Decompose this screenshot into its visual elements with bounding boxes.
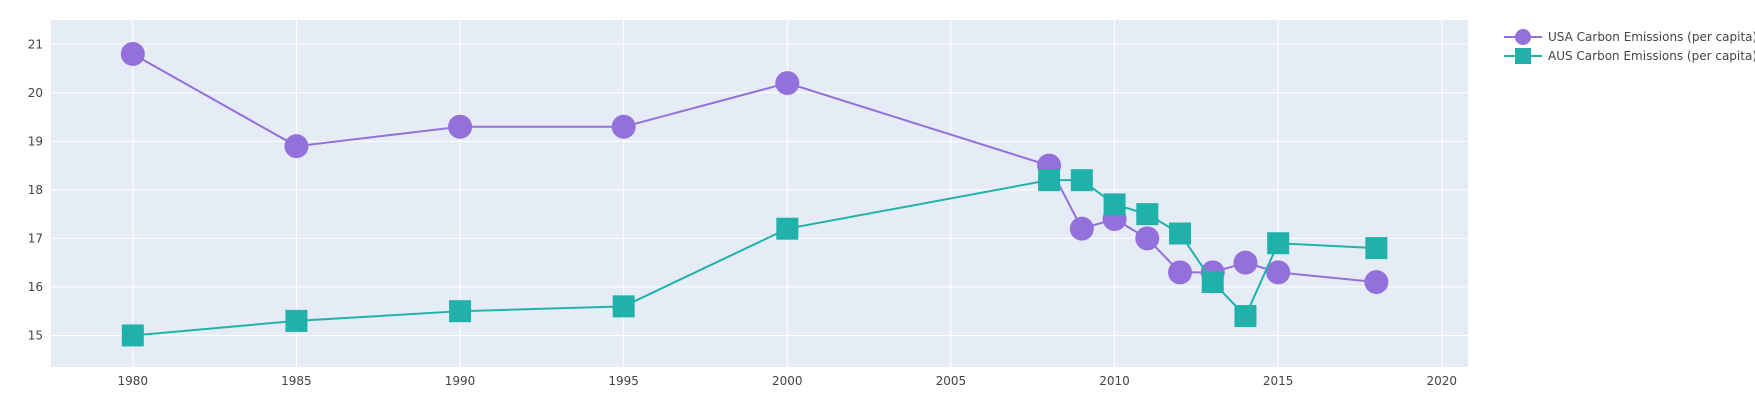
- data-point-circle[interactable]: [1168, 260, 1193, 285]
- data-point-square[interactable]: [1103, 193, 1126, 216]
- legend-label: USA Carbon Emissions (per capita): [1548, 30, 1755, 44]
- data-point-circle[interactable]: [1233, 250, 1258, 275]
- data-point-circle[interactable]: [1069, 216, 1094, 241]
- data-point-square[interactable]: [1267, 232, 1290, 255]
- data-point-square[interactable]: [121, 324, 144, 347]
- legend-label: AUS Carbon Emissions (per capita): [1548, 49, 1755, 63]
- data-point-square[interactable]: [1038, 169, 1061, 192]
- data-point-circle[interactable]: [775, 71, 800, 96]
- data-point-square[interactable]: [1070, 169, 1093, 192]
- y-tick-label: 21: [28, 37, 43, 51]
- grid-lines: [51, 20, 1468, 367]
- legend-square-marker: [1515, 48, 1531, 64]
- y-tick-label: 17: [28, 231, 43, 245]
- data-point-square[interactable]: [449, 300, 472, 323]
- tick-labels: 1980 1985 1990 1995 2000 2005 2010 2015 2020 15 16…: [28, 37, 1457, 388]
- y-tick-label: 20: [28, 86, 43, 100]
- legend-item-2[interactable]: AUS Carbon Emissions (per capita): [1504, 48, 1755, 64]
- data-point-circle[interactable]: [1266, 260, 1291, 285]
- y-tick-label: 15: [28, 328, 43, 342]
- legend-circle-marker: [1515, 29, 1531, 45]
- series-2: [121, 169, 1388, 347]
- plot-area: [51, 20, 1468, 367]
- data-point-square[interactable]: [1136, 203, 1159, 226]
- data-point-square[interactable]: [1365, 237, 1388, 260]
- data-point-square[interactable]: [612, 295, 635, 318]
- data-point-square[interactable]: [776, 217, 799, 240]
- y-tick-label: 16: [28, 280, 43, 294]
- x-tick-label: 1980: [118, 374, 149, 388]
- x-tick-label: 2020: [1427, 374, 1458, 388]
- x-tick-label: 1985: [281, 374, 312, 388]
- x-tick-label: 2015: [1263, 374, 1294, 388]
- x-tick-label: 1995: [608, 374, 639, 388]
- legend[interactable]: USA Carbon Emissions (per capita) AUS Car…: [1504, 29, 1755, 64]
- x-tick-label: 2000: [772, 374, 803, 388]
- data-point-square[interactable]: [1201, 271, 1224, 294]
- x-tick-label: 1990: [445, 374, 476, 388]
- data-point-circle[interactable]: [284, 134, 309, 159]
- x-tick-label: 2005: [936, 374, 967, 388]
- series-layer: [120, 41, 1389, 347]
- y-tick-label: 18: [28, 183, 43, 197]
- data-point-circle[interactable]: [120, 41, 145, 66]
- y-tick-label: 19: [28, 134, 43, 148]
- data-point-square[interactable]: [1169, 222, 1192, 245]
- data-point-circle[interactable]: [448, 114, 473, 139]
- data-point-circle[interactable]: [611, 114, 636, 139]
- data-point-circle[interactable]: [1135, 226, 1160, 251]
- data-point-square[interactable]: [1234, 305, 1257, 328]
- data-point-square[interactable]: [285, 309, 308, 332]
- data-point-circle[interactable]: [1364, 270, 1389, 295]
- legend-item-1[interactable]: USA Carbon Emissions (per capita): [1504, 29, 1755, 45]
- x-tick-label: 2010: [1099, 374, 1130, 388]
